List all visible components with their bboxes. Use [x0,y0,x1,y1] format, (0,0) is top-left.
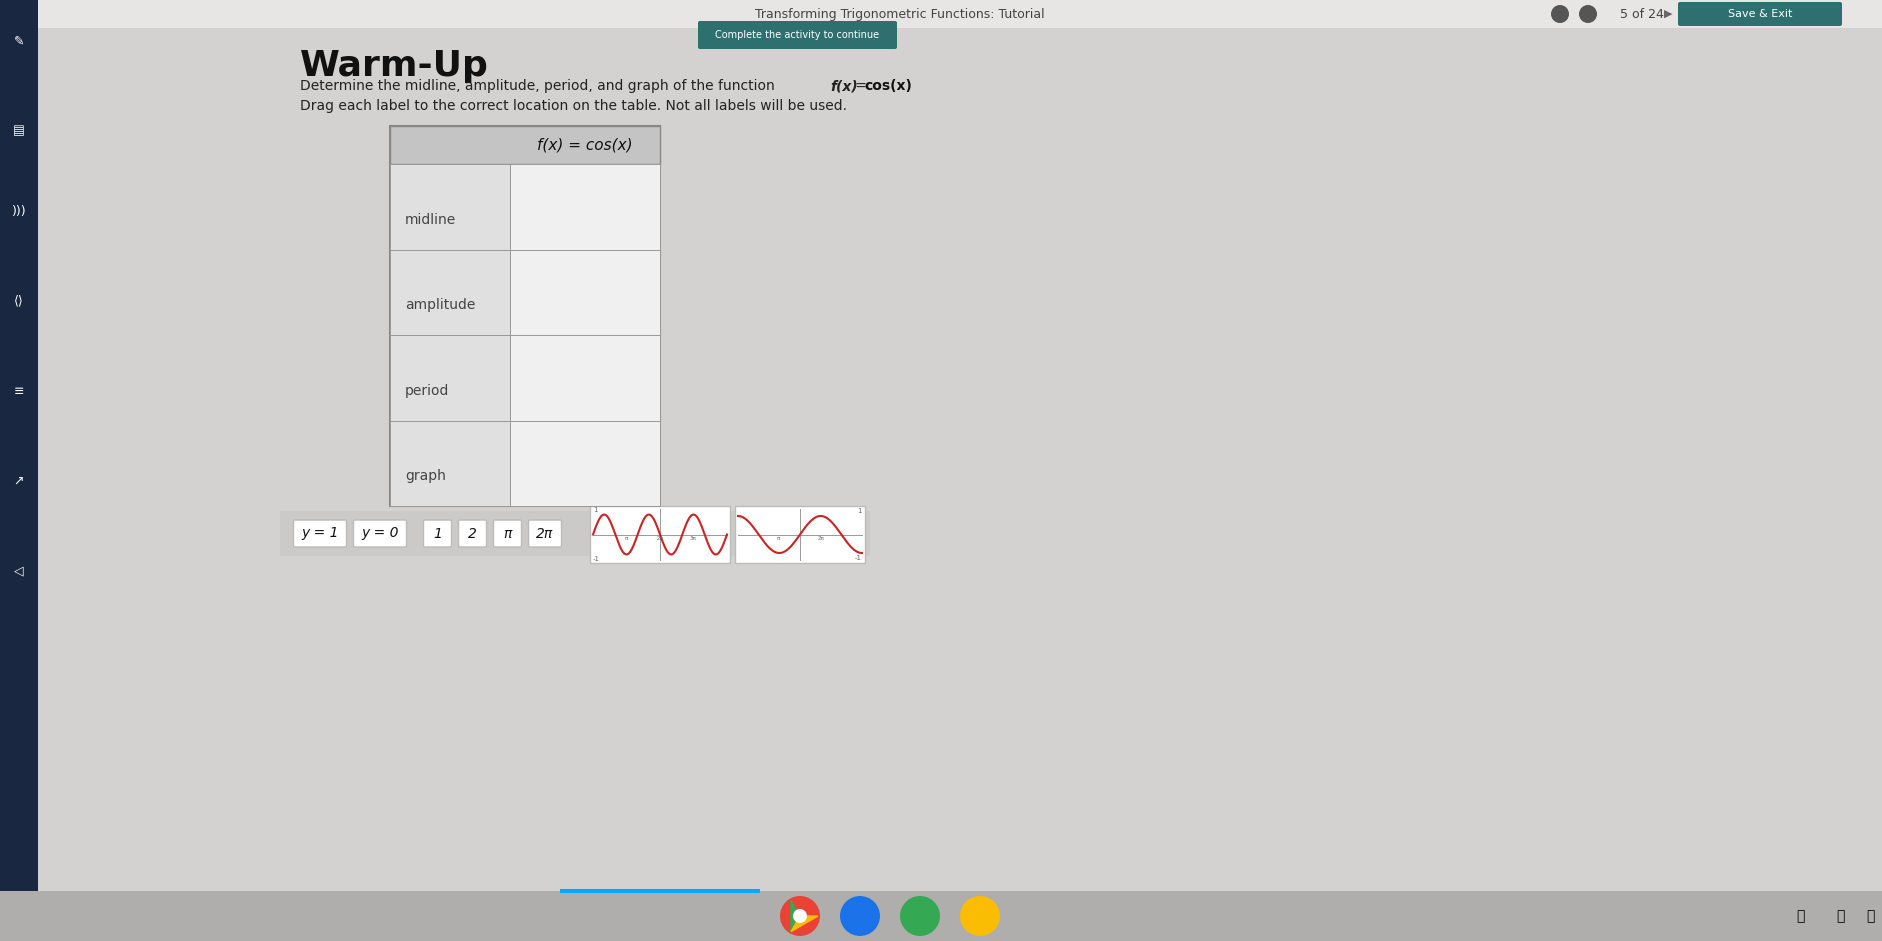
Bar [510,249,661,335]
Text: y = 1: y = 1 [301,527,339,540]
Text: ◁: ◁ [15,565,24,578]
Bar [510,421,661,506]
Text: 3π: 3π [689,536,696,541]
Text: f(x): f(x) [830,79,858,93]
Text: Save & Exit: Save & Exit [1728,9,1792,19]
Bar [390,335,661,421]
Text: π: π [777,536,781,541]
Text: Transforming Trigonometric Functions: Tutorial: Transforming Trigonometric Functions: Tu… [755,8,1045,21]
FancyBboxPatch shape [294,520,346,547]
FancyBboxPatch shape [529,520,561,547]
Circle shape [792,909,807,923]
Circle shape [960,896,999,936]
Text: 1: 1 [433,527,442,540]
Text: Determine the midline, amplitude, period, and graph of the function: Determine the midline, amplitude, period… [299,79,779,93]
Polygon shape [790,901,800,932]
Text: 2π: 2π [817,536,824,541]
Bar [0,0,38,941]
Bar [38,0,1882,28]
Text: period: period [405,384,450,398]
Text: 🎤: 🎤 [1835,909,1842,923]
Text: ▤: ▤ [13,124,24,137]
Text: y = 0: y = 0 [361,527,399,540]
Text: 1: 1 [593,506,597,513]
Bar [390,164,510,249]
Bar [390,126,661,506]
Bar [390,421,661,506]
Text: midline: midline [405,213,455,227]
Bar [390,126,661,164]
Text: 5 of 24: 5 of 24 [1619,8,1664,21]
Circle shape [1579,5,1596,23]
Bar [0,891,1882,941]
Text: -1: -1 [593,556,600,563]
Text: Drag each label to the correct location on the table. Not all labels will be use: Drag each label to the correct location … [299,99,847,113]
Text: -1: -1 [854,555,862,561]
Circle shape [1551,5,1568,23]
Circle shape [900,896,939,936]
Text: 🎤: 🎤 [1865,909,1873,923]
Text: 1: 1 [856,508,862,514]
Bar [734,506,864,563]
Text: ▶: ▶ [1662,9,1671,19]
Bar [390,164,661,249]
Text: graph: graph [405,469,446,483]
Bar [390,335,510,421]
Bar [390,421,510,506]
Text: ↗: ↗ [13,474,24,487]
Text: π: π [625,536,629,541]
Text: π: π [502,527,512,540]
Text: ✎: ✎ [13,35,24,47]
Bar [559,889,760,893]
Polygon shape [790,901,817,916]
Text: =: = [851,79,871,93]
Text: ))): ))) [11,204,26,217]
Bar [280,511,869,556]
Text: f(x) = cos(x): f(x) = cos(x) [536,137,632,152]
Bar [390,249,661,335]
Text: ≡: ≡ [13,385,24,397]
Text: 2: 2 [469,527,476,540]
Text: 📷: 📷 [1795,909,1803,923]
Bar [510,335,661,421]
FancyBboxPatch shape [493,520,521,547]
Text: cos(x): cos(x) [864,79,911,93]
Bar [510,164,661,249]
Text: Complete the activity to continue: Complete the activity to continue [715,30,879,40]
FancyBboxPatch shape [423,520,452,547]
Text: amplitude: amplitude [405,298,474,312]
Polygon shape [790,916,817,932]
FancyBboxPatch shape [1677,2,1841,26]
Text: ⟨⟩: ⟨⟩ [15,295,24,308]
Text: 2π: 2π [536,527,553,540]
Text: 2π: 2π [657,536,662,541]
Text: Warm-Up: Warm-Up [299,49,489,83]
FancyBboxPatch shape [354,520,407,547]
FancyBboxPatch shape [698,21,896,49]
FancyBboxPatch shape [457,520,486,547]
Circle shape [839,896,879,936]
Bar [390,249,510,335]
Circle shape [779,896,819,936]
Bar [589,506,730,563]
